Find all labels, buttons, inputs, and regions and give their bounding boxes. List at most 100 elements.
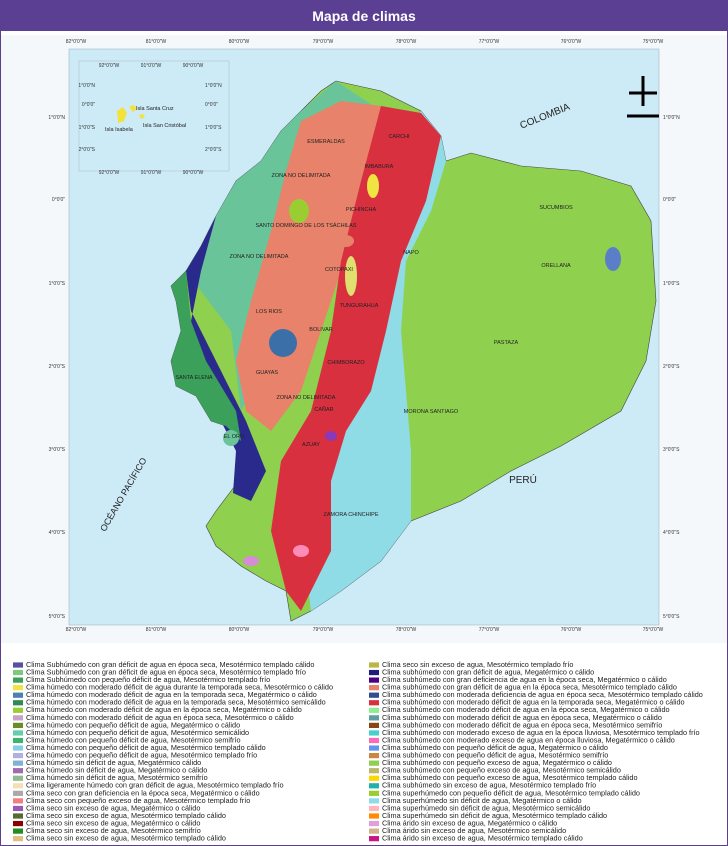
- legend-label: Clima húmedo con pequeño déficit de agua…: [26, 751, 257, 760]
- legend-swatch: [13, 783, 23, 789]
- legend-label: Clima subhúmedo con pequeño exceso de ag…: [382, 758, 612, 767]
- legend-label: Clima subhúmedo con pequeño déficit de a…: [382, 751, 608, 760]
- legend-swatch: [13, 753, 23, 759]
- legend-swatch: [13, 820, 23, 827]
- legend-swatch: [369, 775, 379, 781]
- legend-swatch: [13, 669, 23, 676]
- province-label: SANTO DOMINGO DE LOS TSÁCHILAS: [256, 222, 357, 229]
- legend-label: Clima húmedo con moderado déficit de agu…: [26, 713, 294, 722]
- province-label: SUCUMBIOS: [539, 205, 573, 211]
- legend-label: Clima húmedo con moderado déficit de agu…: [26, 683, 333, 692]
- island-label: Isla Santa Cruz: [136, 106, 174, 112]
- longitude-label: 82°0'0"W: [66, 627, 87, 633]
- longitude-label: 81°0'0"W: [146, 39, 167, 45]
- legend-swatch: [369, 737, 379, 744]
- inset-longitude-label: 91°0'0"W: [141, 170, 162, 176]
- legend-label: Clima seco sin exceso de agua, Mesotérmi…: [26, 811, 226, 820]
- legend-label: Clima Subhúmedo con gran déficit de agua…: [26, 660, 314, 669]
- island-label: Isla Isabela: [105, 127, 134, 133]
- legend-label: Clima húmedo sin déficit de agua, Megaté…: [26, 766, 207, 775]
- legend-swatch: [369, 745, 379, 751]
- legend-label: Clima superhúmedo sin déficit de agua, M…: [382, 796, 582, 805]
- longitude-label: 79°0'0"W: [313, 39, 334, 45]
- latitude-label: 0°0'0": [52, 197, 65, 203]
- longitude-label: 80°0'0"W: [229, 627, 250, 633]
- legend-label: Clima húmedo sin déficit de agua, Mesoté…: [26, 773, 208, 782]
- inset-latitude-label: 1°0'0"S: [79, 125, 96, 131]
- legend-swatch: [13, 836, 23, 842]
- header-title: Mapa de climas: [1, 1, 727, 31]
- province-label: EL ORO: [224, 434, 245, 440]
- inset-latitude-label: 2°0'0"S: [79, 147, 96, 153]
- legend-label: Clima árido sin exceso de agua, Mesotérm…: [382, 834, 583, 843]
- legend-label: Clima subhúmedo con moderado exceso de a…: [382, 728, 700, 737]
- province-label: LOS RIOS: [256, 309, 282, 315]
- province-label: CHIMBORAZO: [327, 360, 365, 366]
- legend-swatch: [369, 707, 379, 713]
- province-label: GUAYAS: [256, 370, 278, 376]
- longitude-label: 77°0'0"W: [479, 627, 500, 633]
- longitude-label: 75°0'0"W: [643, 627, 664, 633]
- legend-swatch: [13, 768, 23, 774]
- inset-latitude-label: 1°0'0"N: [78, 83, 95, 89]
- legend-label: Clima superhúmedo sin déficit de agua, M…: [382, 811, 607, 820]
- legend-swatch: [13, 730, 23, 736]
- legend-swatch: [369, 685, 379, 691]
- legend-swatch: [369, 669, 379, 676]
- island-label: Isla San Cristóbal: [143, 123, 186, 129]
- legend-swatch: [369, 836, 379, 842]
- legend-label: Clima subhúmedo con pequeño déficit de a…: [382, 743, 608, 752]
- legend-label: Clima Subhúmedo con gran déficit de agua…: [26, 667, 306, 676]
- legend-label: Clima seco sin exceso de agua, Megatérmi…: [26, 818, 200, 827]
- legend-label: Clima subhúmedo con gran deficiencia de …: [382, 675, 667, 684]
- legend-label: Clima seco sin exceso de agua, Mesotérmi…: [26, 826, 201, 835]
- province-label: NAPO: [403, 250, 419, 256]
- legend-label: Clima subhúmedo con pequeño exceso de ag…: [382, 773, 638, 782]
- legend-label: Clima seco sin exceso de agua, Mesotérmi…: [382, 660, 573, 669]
- latitude-label: 4°0'0"S: [49, 530, 66, 536]
- latitude-label: 5°0'0"S: [49, 614, 66, 620]
- legend-swatch: [369, 692, 379, 698]
- legend-swatch: [369, 715, 379, 721]
- legend-label: Clima árido sin exceso de agua, Mesotérm…: [382, 826, 566, 835]
- inset-latitude-label: 2°0'0"S: [205, 147, 222, 153]
- province-label: ORELLANA: [541, 263, 571, 269]
- legend-swatch: [369, 662, 379, 668]
- legend-label: Clima seco con pequeño exceso de agua, M…: [26, 796, 250, 805]
- inset-longitude-label: 90°0'0"W: [183, 63, 204, 69]
- legend-swatch: [369, 760, 379, 766]
- legend-swatch: [369, 677, 379, 683]
- legend-swatch: [13, 700, 23, 706]
- legend-swatch: [13, 707, 23, 713]
- longitude-label: 76°0'0"W: [561, 627, 582, 633]
- legend-label: Clima seco sin exceso de agua, Megatérmi…: [26, 803, 200, 812]
- latitude-label: 4°0'0"S: [663, 530, 680, 536]
- legend-swatch: [13, 692, 23, 698]
- latitude-label: 0°0'0": [663, 197, 676, 203]
- longitude-label: 75°0'0"W: [643, 39, 664, 45]
- legend-swatch: [13, 813, 23, 819]
- legend-label: Clima subhúmedo con pequeño exceso de ag…: [382, 766, 621, 775]
- longitude-label: 76°0'0"W: [561, 39, 582, 45]
- province-label: TUNGURAHUA: [340, 303, 379, 309]
- legend-label: Clima húmedo sin déficit de agua, Megaté…: [26, 758, 201, 767]
- province-label: IMBABURA: [365, 164, 394, 170]
- legend-label: Clima superhúmedo sin déficit de agua, M…: [382, 803, 590, 812]
- legend-swatch: [369, 820, 379, 827]
- inset-latitude-label: 1°0'0"S: [205, 125, 222, 131]
- latitude-label: 1°0'0"S: [663, 281, 680, 287]
- legend-swatch: [369, 798, 379, 804]
- legend-swatch: [13, 798, 23, 804]
- inset-longitude-label: 92°0'0"W: [99, 63, 120, 69]
- legend-label: Clima húmedo con moderado déficit de agu…: [26, 698, 326, 707]
- inset-longitude-label: 92°0'0"W: [99, 170, 120, 176]
- legend-swatch: [13, 745, 23, 751]
- province-label: PASTAZA: [494, 340, 519, 346]
- legend-label: Clima ligeramente húmedo con gran défici…: [26, 781, 284, 790]
- map: COLOMBIA PERÚ OCÉANO PACÍFICO Isla Santa…: [1, 35, 727, 643]
- legend-swatch: [369, 828, 379, 834]
- climate-patches: [223, 174, 621, 566]
- province-label: ZAMORA CHINCHIPE: [323, 512, 378, 518]
- legend-swatch: [13, 775, 23, 781]
